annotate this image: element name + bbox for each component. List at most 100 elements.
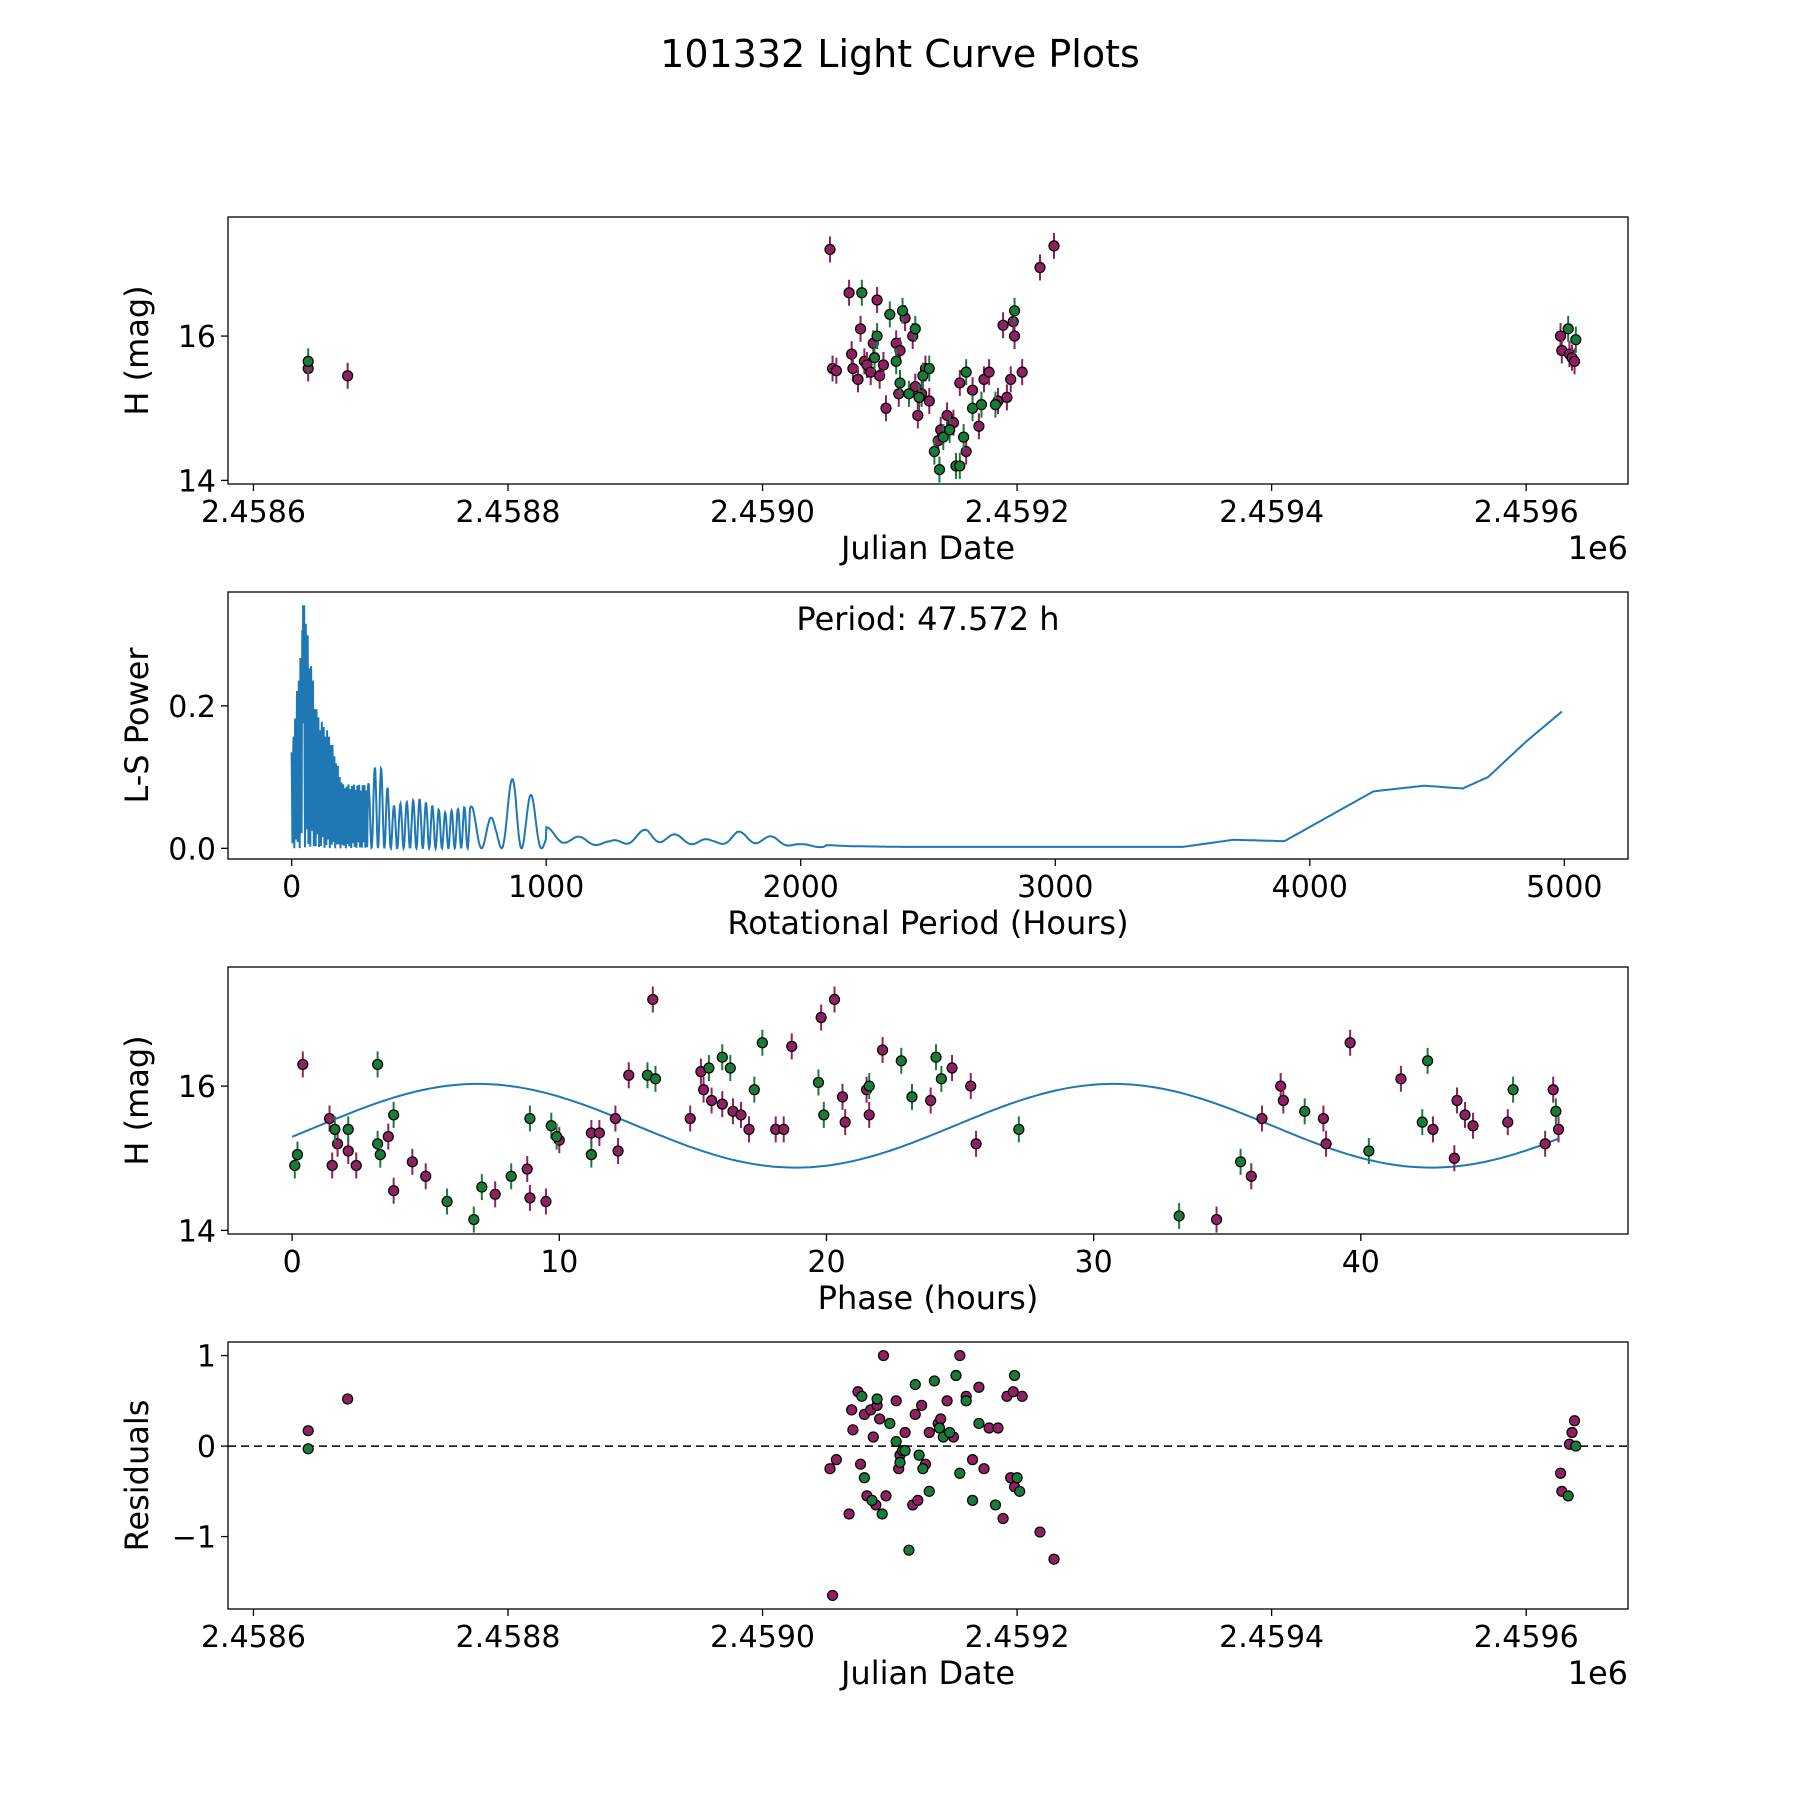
axes-frame	[227, 966, 1629, 1235]
y-axis-label: H (mag)	[118, 285, 156, 415]
data-point	[1007, 1386, 1019, 1398]
plot-area	[290, 605, 1563, 852]
data-point	[323, 1112, 336, 1125]
data-point	[342, 1393, 354, 1405]
x-tick-label: 2.4588	[456, 495, 561, 530]
data-point	[1566, 1426, 1578, 1439]
data-point	[997, 1512, 1009, 1525]
x-tick-label: 2.4592	[965, 495, 1070, 530]
data-point	[997, 319, 1009, 331]
data-point	[824, 1463, 836, 1475]
periodogram-line	[290, 605, 1563, 852]
y-tick-label: 14	[178, 1214, 216, 1249]
data-point	[954, 1349, 966, 1362]
data-point	[302, 1443, 314, 1455]
x-tick-label: 2000	[763, 870, 839, 905]
data-point	[302, 1425, 314, 1437]
axes-frame	[227, 1341, 1629, 1610]
data-point	[1008, 330, 1021, 342]
data-point	[871, 330, 883, 342]
data-point	[735, 1109, 747, 1121]
data-point	[909, 323, 921, 335]
data-point	[1016, 366, 1028, 378]
data-point	[909, 380, 921, 393]
data-point	[852, 373, 864, 385]
data-point	[909, 1408, 921, 1421]
data-point	[960, 366, 972, 378]
data-point	[894, 377, 906, 389]
data-point	[954, 377, 966, 389]
data-point	[585, 1149, 597, 1161]
data-point	[342, 1123, 354, 1135]
data-point	[612, 1145, 624, 1157]
data-point	[388, 1185, 400, 1197]
data-point	[756, 1037, 768, 1049]
data-point	[1320, 1138, 1332, 1150]
data-point	[884, 1417, 896, 1430]
data-point	[992, 1422, 1004, 1434]
y-tick-label: 16	[178, 320, 216, 355]
data-point	[935, 1413, 947, 1425]
data-point	[866, 1494, 878, 1506]
data-point	[847, 1424, 859, 1436]
data-point	[877, 1349, 890, 1362]
data-point	[895, 1055, 907, 1067]
data-point	[890, 1435, 902, 1448]
period-annotation: Period: 47.572 h	[796, 600, 1059, 638]
data-point	[1014, 1485, 1026, 1497]
data-point	[420, 1170, 432, 1182]
data-point	[1277, 1094, 1289, 1107]
data-point	[1008, 305, 1021, 317]
data-point	[856, 287, 868, 299]
data-point	[705, 1094, 718, 1107]
data-point	[944, 1426, 956, 1439]
data-point	[856, 1390, 868, 1402]
data-point	[1016, 1390, 1028, 1402]
data-point	[950, 1369, 962, 1382]
data-point	[877, 359, 890, 371]
data-point	[928, 445, 940, 458]
data-point	[1562, 323, 1574, 335]
data-point	[830, 365, 842, 377]
data-point	[623, 1069, 635, 1081]
data-point	[684, 1112, 696, 1125]
data-point	[1547, 1084, 1559, 1096]
x-tick-label: 0	[282, 870, 301, 905]
data-point	[1013, 1123, 1025, 1135]
data-point	[1210, 1213, 1223, 1226]
data-point	[854, 1458, 867, 1470]
x-tick-label: 2.4588	[456, 1620, 561, 1655]
data-point	[545, 1120, 557, 1132]
fit-curve	[291, 1082, 1559, 1169]
data-point	[1422, 1055, 1434, 1067]
data-point	[973, 420, 985, 432]
data-point	[593, 1127, 605, 1139]
data-point	[880, 402, 892, 414]
data-point	[1427, 1123, 1439, 1135]
data-point	[1007, 316, 1019, 328]
data-point	[302, 355, 314, 367]
data-point	[858, 1472, 870, 1484]
y-tick-label: 0.2	[168, 690, 216, 725]
data-point	[843, 1508, 855, 1520]
data-point	[903, 388, 915, 400]
data-point	[923, 362, 935, 375]
data-point	[876, 1044, 889, 1056]
data-point	[935, 1073, 947, 1085]
data-point	[894, 344, 906, 357]
data-point	[1568, 1415, 1581, 1427]
data-point	[1245, 1170, 1257, 1182]
data-point	[1011, 1472, 1023, 1484]
data-point	[778, 1123, 790, 1135]
data-point	[1363, 1145, 1375, 1157]
data-point	[1550, 1105, 1562, 1117]
x-tick-label: 3000	[1017, 870, 1093, 905]
data-point	[941, 1395, 953, 1407]
y-axis-label: L-S Power	[118, 647, 156, 804]
data-point	[382, 1130, 394, 1143]
data-point	[724, 1062, 736, 1074]
data-point	[1448, 1152, 1460, 1164]
data-point	[868, 352, 881, 364]
data-point	[846, 348, 858, 360]
figure-title: 101332 Light Curve Plots	[660, 32, 1140, 76]
